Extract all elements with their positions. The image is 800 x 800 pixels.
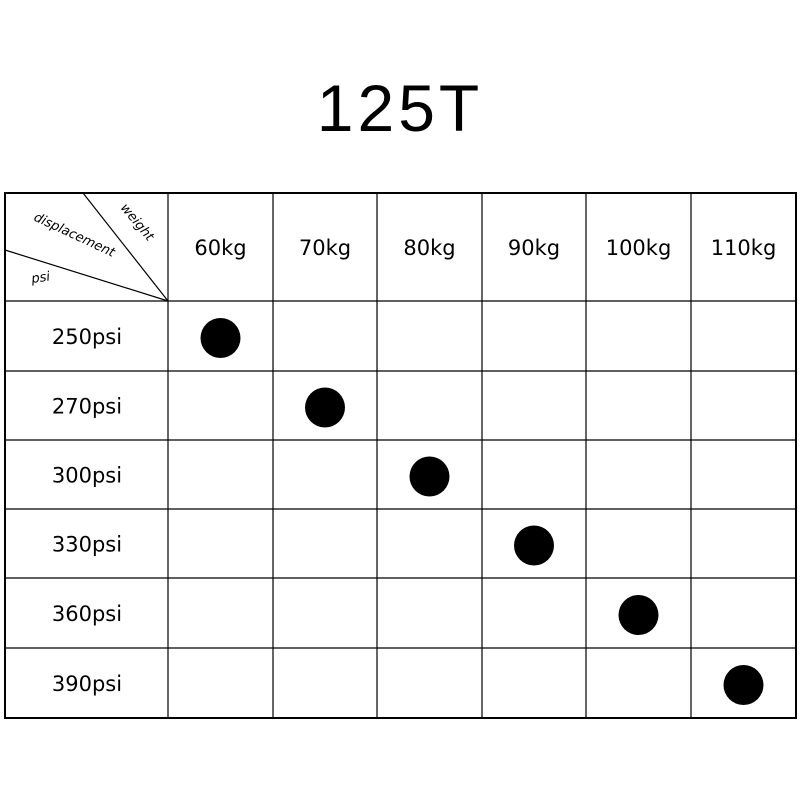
corner-label-displacement: displacement xyxy=(31,210,118,261)
corner-diagonal-2 xyxy=(4,249,169,302)
table-border xyxy=(4,192,797,719)
row-header: 330psi xyxy=(52,533,122,557)
row-header: 360psi xyxy=(52,602,122,626)
column-header: 70kg xyxy=(299,236,351,260)
column-header: 80kg xyxy=(403,236,455,260)
corner-label-psi: psi xyxy=(29,269,51,287)
table-grid xyxy=(4,192,797,719)
selection-dot xyxy=(409,456,450,497)
row-header: 300psi xyxy=(52,464,122,488)
corner-label-weight: weight xyxy=(117,201,157,245)
page-title: 125T xyxy=(316,71,484,145)
column-header: 110kg xyxy=(711,236,777,260)
row-header: 250psi xyxy=(52,325,122,349)
selection-dot xyxy=(305,387,345,428)
selection-dot xyxy=(514,525,554,566)
corner-diagonal-1 xyxy=(82,192,169,302)
row-header: 390psi xyxy=(52,672,122,696)
column-header: 100kg xyxy=(606,236,672,260)
column-header: 60kg xyxy=(194,236,246,260)
selection-dot xyxy=(618,595,659,635)
selection-dot xyxy=(723,665,764,705)
column-header: 90kg xyxy=(508,236,560,260)
row-header: 270psi xyxy=(52,395,122,419)
selection-dot xyxy=(200,318,241,358)
